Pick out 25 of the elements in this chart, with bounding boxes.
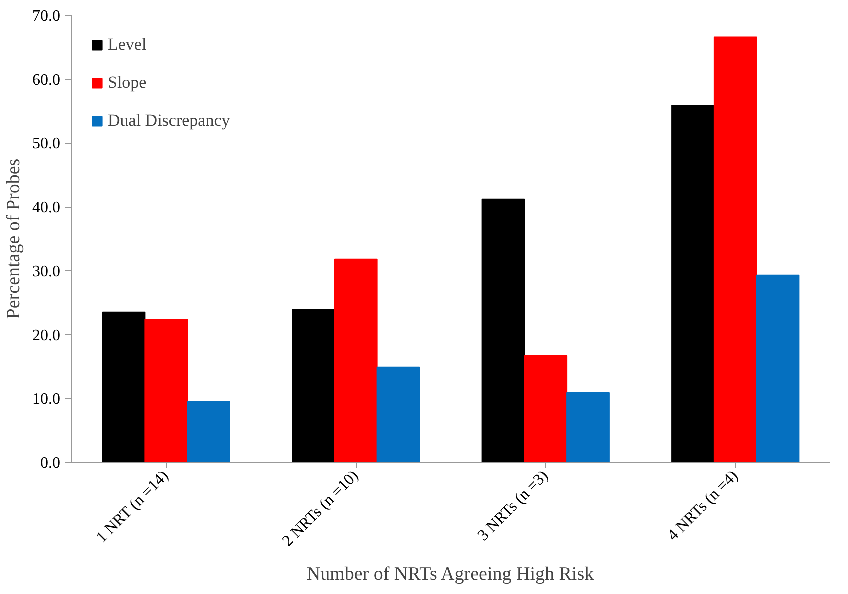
y-tick-label: 10.0 — [32, 391, 60, 408]
y-tick-label: 30.0 — [32, 263, 60, 280]
legend-label: Slope — [108, 73, 147, 93]
y-tick-label: 0.0 — [40, 455, 60, 472]
bar — [187, 401, 230, 462]
bar — [714, 36, 758, 462]
y-tick-label: 50.0 — [32, 136, 60, 153]
y-tick-label: 60.0 — [32, 72, 60, 89]
x-axis-title: Number of NRTs Agreeing High Risk — [306, 564, 595, 586]
bar — [292, 309, 336, 462]
bar — [102, 312, 146, 462]
bar — [756, 274, 800, 462]
y-tick-label: 20.0 — [32, 327, 60, 344]
bar — [144, 318, 188, 462]
bar — [566, 392, 610, 462]
legend-label: Level — [108, 35, 147, 55]
legend-label: Dual Discrepancy — [108, 111, 230, 131]
bar — [524, 355, 568, 462]
bar — [334, 258, 378, 462]
bar — [482, 198, 526, 462]
bar — [672, 105, 715, 462]
bar — [376, 366, 420, 462]
y-tick-label: 40.0 — [32, 200, 60, 217]
y-axis-title: Percentage of Probes — [4, 158, 24, 320]
y-tick-label: 70.0 — [32, 8, 60, 25]
